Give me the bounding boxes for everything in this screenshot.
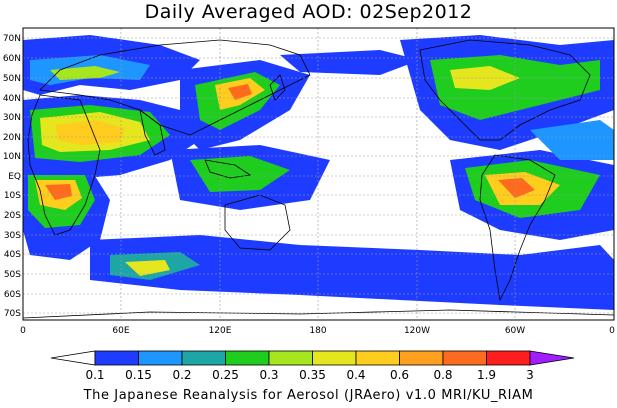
colorbar-label: 0.35 xyxy=(299,368,326,382)
lat-label: 70S xyxy=(4,309,21,319)
colorbar-label: 1.9 xyxy=(477,368,496,382)
colorbar-label: 0.25 xyxy=(212,368,239,382)
lat-label: 40S xyxy=(4,250,21,260)
colorbar-label: 0.15 xyxy=(125,368,152,382)
colorbar-label: 0.6 xyxy=(390,368,409,382)
coastlines xyxy=(23,39,614,319)
colorbar-segment xyxy=(138,350,183,366)
colorbar-label: 0.8 xyxy=(433,368,452,382)
lat-label: 60N xyxy=(3,54,21,64)
lon-label: 120E xyxy=(209,326,232,336)
lat-label: 20S xyxy=(4,211,21,221)
coastline-japan xyxy=(269,74,286,101)
aod-region-tropical-atlantic xyxy=(530,120,614,160)
colorbar-segment xyxy=(355,350,400,366)
coastline-north-america xyxy=(419,39,591,141)
colorbar-segment xyxy=(268,350,313,366)
lon-label: 0 xyxy=(20,326,26,336)
aod-region-europe-inner xyxy=(50,66,120,80)
colorbar-label: 0.3 xyxy=(259,368,278,382)
coastline-india xyxy=(139,109,166,156)
coastline-africa xyxy=(27,94,101,236)
colorbar-segment xyxy=(486,350,531,366)
lon-label: 120W xyxy=(404,326,430,336)
coastline-indonesia xyxy=(204,159,252,179)
longitude-labels: 0 60E 120E 180 120W 60W 0 xyxy=(20,326,615,336)
colorbar: 0.1 0.15 0.2 0.25 0.3 0.35 0.4 0.6 0.8 1.9 3 xyxy=(50,350,575,382)
lat-label: 30S xyxy=(4,231,21,241)
credit-line: The Japanese Reanalysis for Aerosol (JRA… xyxy=(83,388,534,403)
latitude-labels: 70N 60N 50N 40N 30N 20N 10N EQ 10S 20S 3… xyxy=(3,34,21,319)
lat-label: 10S xyxy=(4,191,21,201)
aod-field xyxy=(23,35,614,310)
coastline-australia xyxy=(224,194,291,251)
lon-label: 0 xyxy=(609,326,615,336)
colorbar-over-triangle xyxy=(529,350,575,366)
colorbar-segments xyxy=(94,350,531,366)
aod-region-north-pacific xyxy=(280,50,420,75)
aod-region-east-asia-peak xyxy=(228,84,252,100)
colorbar-under-triangle xyxy=(50,350,96,366)
lat-label: 50N xyxy=(3,74,21,84)
coastline-south-america xyxy=(479,154,556,302)
map-frame xyxy=(22,27,615,321)
lat-label: EQ xyxy=(8,172,21,182)
colorbar-segment xyxy=(225,350,270,366)
colorbar-label: 3 xyxy=(526,368,534,382)
lon-label: 60W xyxy=(505,326,525,336)
colorbar-label: 0.1 xyxy=(85,368,104,382)
aod-region-sahara-peak xyxy=(55,120,125,145)
lat-label: 30N xyxy=(3,113,21,123)
lon-label: 180 xyxy=(309,326,326,336)
lat-label: 60S xyxy=(4,290,21,300)
lat-label: 20N xyxy=(3,133,21,143)
colorbar-segment xyxy=(312,350,357,366)
aod-region-south-america-peak xyxy=(498,178,535,198)
colorbar-label: 0.4 xyxy=(346,368,365,382)
colorbar-segment xyxy=(94,350,139,366)
coastline-antarctica xyxy=(23,309,614,319)
map-title: Daily Averaged AOD: 02Sep2012 xyxy=(144,1,473,23)
colorbar-labels: 0.1 0.15 0.2 0.25 0.3 0.35 0.4 0.6 0.8 1.9 3 xyxy=(85,368,533,382)
lon-label: 60E xyxy=(112,326,129,336)
aod-region-south-africa-peak xyxy=(45,184,72,200)
lat-label: 40N xyxy=(3,94,21,104)
colorbar-label: 0.2 xyxy=(172,368,191,382)
coastline-eurasia xyxy=(39,39,311,136)
graticule xyxy=(23,28,614,320)
colorbar-segment xyxy=(399,350,444,366)
aod-region-maritime-mid xyxy=(190,156,290,192)
aod-region-southern-ocean-core xyxy=(125,260,170,276)
lat-label: 70N xyxy=(3,34,21,44)
lat-label: 50S xyxy=(4,270,21,280)
lat-label: 10N xyxy=(3,152,21,162)
colorbar-segment xyxy=(442,350,487,366)
colorbar-segment xyxy=(181,350,226,366)
